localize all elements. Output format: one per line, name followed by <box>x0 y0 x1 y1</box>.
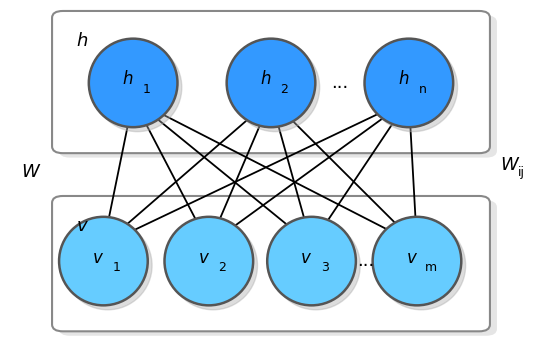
Ellipse shape <box>227 39 315 127</box>
Ellipse shape <box>373 217 461 305</box>
Text: W: W <box>501 156 519 174</box>
Text: m: m <box>424 261 436 275</box>
Ellipse shape <box>231 43 320 132</box>
Text: 1: 1 <box>113 261 121 275</box>
Text: v: v <box>93 249 103 267</box>
Text: h: h <box>122 71 133 88</box>
Text: v: v <box>301 249 311 267</box>
Text: v: v <box>76 216 87 235</box>
Text: h: h <box>260 71 271 88</box>
Text: ...: ... <box>357 252 374 270</box>
Text: W: W <box>22 163 40 181</box>
Text: 1: 1 <box>143 83 151 96</box>
Text: v: v <box>406 249 416 267</box>
Text: n: n <box>418 83 427 96</box>
Ellipse shape <box>365 39 453 127</box>
Text: ij: ij <box>518 165 525 179</box>
Text: ...: ... <box>332 74 349 92</box>
Ellipse shape <box>267 217 356 305</box>
Text: h: h <box>398 71 409 88</box>
Ellipse shape <box>63 221 152 310</box>
FancyBboxPatch shape <box>52 196 490 331</box>
Text: 2: 2 <box>218 261 226 275</box>
Ellipse shape <box>272 221 360 310</box>
FancyBboxPatch shape <box>52 11 490 153</box>
Ellipse shape <box>59 217 148 305</box>
Text: h: h <box>76 32 88 50</box>
FancyBboxPatch shape <box>59 15 497 158</box>
Ellipse shape <box>89 39 177 127</box>
Ellipse shape <box>369 43 457 132</box>
Text: v: v <box>198 249 208 267</box>
Text: 3: 3 <box>321 261 329 275</box>
FancyBboxPatch shape <box>59 201 497 336</box>
Ellipse shape <box>377 221 466 310</box>
Ellipse shape <box>93 43 182 132</box>
Text: 2: 2 <box>281 83 288 96</box>
Ellipse shape <box>165 217 253 305</box>
Ellipse shape <box>169 221 257 310</box>
